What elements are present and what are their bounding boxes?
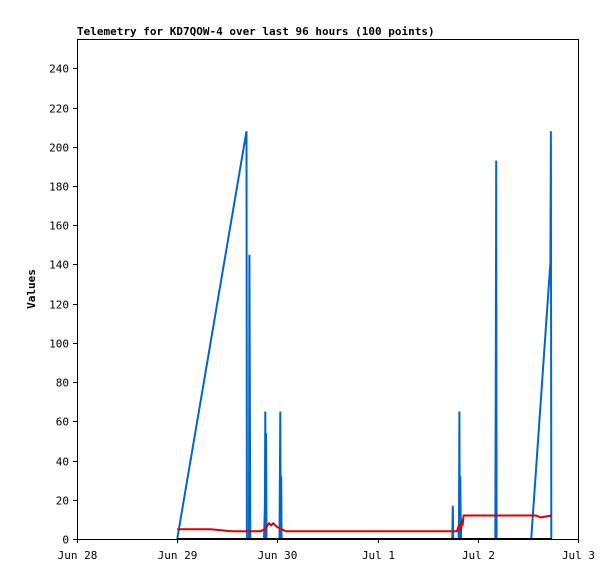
y-axis: 0 20 40 60 80 100 120 140 160 180 200 220 240 xyxy=(49,63,77,547)
x-axis: Jun 28 Jun 29 Jun 30 Jul 1 Jul 2 Jul 3 xyxy=(58,539,595,562)
y-tick-label: 60 xyxy=(56,416,69,429)
y-tick-label: 80 xyxy=(56,377,69,390)
y-axis-label: Values xyxy=(25,269,38,309)
y-tick-label: 180 xyxy=(49,181,69,194)
y-tick-label: 160 xyxy=(49,220,69,233)
y-tick-label: 20 xyxy=(56,495,69,508)
y-tick-label: 100 xyxy=(49,338,69,351)
x-tick-label: Jul 2 xyxy=(462,549,495,562)
x-tick-label: Jun 30 xyxy=(258,549,298,562)
y-tick-label: 200 xyxy=(49,142,69,155)
y-tick-label: 240 xyxy=(49,63,69,76)
x-tick-label: Jun 29 xyxy=(158,549,198,562)
plot-area-frame xyxy=(77,39,579,540)
y-tick-label: 0 xyxy=(62,534,69,547)
y-tick-label: 40 xyxy=(56,456,69,469)
chart-title: Telemetry for KD7QOW-4 over last 96 hour… xyxy=(77,25,435,38)
y-tick-label: 120 xyxy=(49,299,69,312)
y-tick-label: 220 xyxy=(49,103,69,116)
x-tick-label: Jun 28 xyxy=(58,549,98,562)
series-line-1 xyxy=(177,514,552,533)
x-tick-label: Jul 3 xyxy=(562,549,595,562)
x-tick-label: Jul 1 xyxy=(362,549,395,562)
y-tick-label: 140 xyxy=(49,259,69,272)
